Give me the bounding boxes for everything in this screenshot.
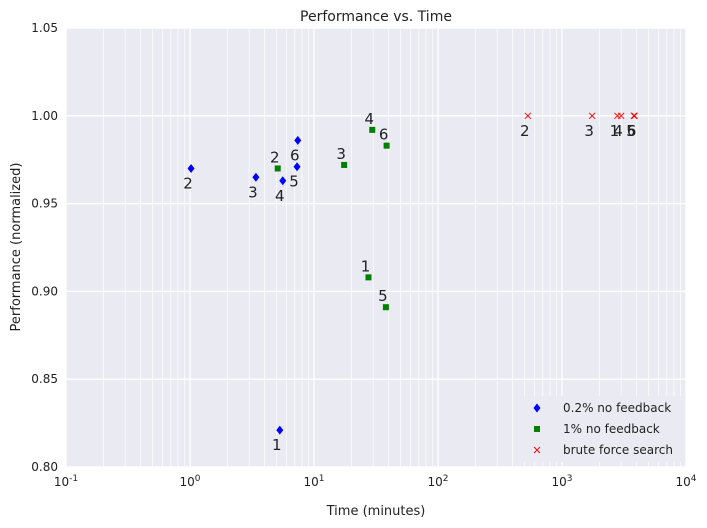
x-tick-label: 101 [303,474,324,489]
legend-square-marker [534,426,540,432]
point-label: 3 [584,122,594,140]
point-label: 5 [378,287,388,305]
y-tick-label: 0.95 [31,197,58,211]
square-marker [365,274,372,281]
point-label: 6 [379,126,389,144]
x-marker [588,112,596,120]
legend-box [519,396,681,462]
diamond-marker [252,172,260,182]
point-label: 6 [290,146,300,164]
point-label: 5 [289,173,299,191]
point-label: 2 [183,174,193,192]
legend-diamond-marker [533,403,541,413]
point-label: 3 [336,145,346,163]
x-marker-stroke [631,112,638,120]
y-tick-label: 0.85 [31,372,58,386]
legend-label: 1% no feedback [563,422,660,436]
diamond-marker [187,163,195,173]
point-label: 4 [275,187,285,205]
x-marker-stroke [588,112,596,120]
x-marker [524,112,532,120]
x-tick-label: 104 [675,474,696,489]
point-label: 2 [270,148,280,166]
y-tick-label: 1.00 [31,109,58,123]
legend-x-marker-stroke [533,446,541,454]
legend: 0.2% no feedback 1% no feedback brute forc… [519,396,681,462]
diamond-marker [294,135,302,145]
data-markers [187,112,638,435]
point-label: 1 [272,436,282,454]
x-marker-stroke [524,112,532,120]
x-axis-label: Time (minutes) [326,504,426,519]
x-marker [630,112,638,120]
y-axis-label: Performance (normalized) [9,163,24,332]
square-marker [341,161,348,168]
point-label: 3 [248,183,258,201]
point-label: 2 [520,122,530,140]
x-tick-label: 103 [551,474,572,489]
square-marker [382,304,389,311]
square-marker [369,126,376,133]
x-marker [617,112,625,120]
grid [65,27,687,468]
square-marker [274,165,281,172]
point-label: 6 [627,122,637,140]
x-tick-label: 100 [179,474,200,489]
diamond-marker [279,176,287,186]
y-tick-label: 0.80 [31,460,58,474]
plot-area [66,28,686,467]
legend-label: 0.2% no feedback [563,401,671,415]
x-marker-stroke [630,112,638,120]
point-label: 4 [613,122,623,140]
diamond-marker [293,162,301,172]
point-label: 4 [364,110,374,128]
legend-x-marker [533,446,541,454]
x-marker [631,112,638,120]
chart-title: Performance vs. Time [300,9,452,25]
point-label: 1 [610,122,620,140]
point-label: 5 [626,122,636,140]
square-marker [383,142,390,149]
x-marker-stroke [617,112,625,120]
point-label: 1 [361,257,371,275]
y-tick-label: 1.05 [31,21,58,35]
diamond-marker [276,425,284,435]
x-tick-label: 10-1 [54,474,78,489]
legend-label: brute force search [563,443,673,457]
tick-labels: 0.80 0.85 0.90 0.95 1.00 1.05 10-1 100 101 102 103… [31,21,696,489]
y-tick-label: 0.90 [31,284,58,298]
x-tick-label: 102 [427,474,448,489]
